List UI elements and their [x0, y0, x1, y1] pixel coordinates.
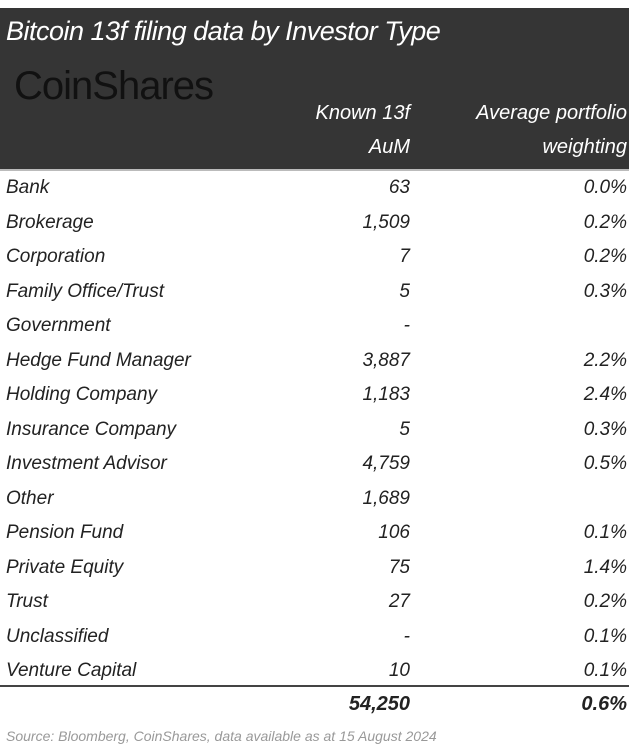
coinshares-logo: CoinShares [14, 64, 214, 108]
chart-title: Bitcoin 13f filing data by Investor Type [6, 16, 441, 46]
row-weighting: 0.0% [583, 177, 627, 198]
row-label: Corporation [6, 246, 106, 267]
row-label: Holding Company [6, 384, 158, 405]
row-weighting: 0.2% [583, 211, 627, 233]
row-weighting: 0.3% [583, 418, 627, 440]
row-label: Family Office/Trust [6, 280, 164, 302]
row-aum: 106 [378, 522, 410, 543]
row-aum: 27 [388, 591, 410, 612]
column-header-weighting: Average portfolio weighting [476, 102, 627, 158]
row-weighting: 2.2% [583, 349, 627, 371]
table-row: Venture Capital 10 0.1% [0, 654, 629, 689]
row-label: Investment Advisor [6, 453, 167, 474]
column-header-aum: Known 13f AuM [315, 102, 410, 158]
source-note: Source: Bloomberg, CoinShares, data avai… [6, 728, 437, 744]
row-weighting: 1.4% [583, 556, 627, 578]
row-label: Venture Capital [6, 660, 137, 681]
row-label: Pension Fund [6, 522, 124, 543]
table-row: Private Equity 75 1.4% [0, 551, 629, 586]
row-aum: 1,689 [362, 487, 410, 509]
row-label: Unclassified [6, 625, 109, 647]
row-aum: 4,759 [362, 453, 410, 474]
row-label: Government [6, 315, 111, 336]
total-weighting: 0.6% [581, 693, 627, 715]
row-label: Hedge Fund Manager [6, 349, 191, 371]
total-aum: 54,250 [348, 693, 410, 715]
table-row: Brokerage 1,509 0.2% [0, 206, 629, 241]
row-weighting: 2.4% [583, 384, 627, 405]
table-row: Unclassified - 0.1% [0, 620, 629, 655]
table-row: Family Office/Trust 5 0.3% [0, 275, 629, 310]
table-row: Trust 27 0.2% [0, 585, 629, 620]
table-row: Pension Fund 106 0.1% [0, 516, 629, 551]
row-aum: 5 [399, 418, 410, 440]
row-aum: 7 [399, 246, 410, 267]
row-aum: - [403, 315, 410, 336]
row-aum: 10 [388, 660, 410, 681]
row-aum: 1,509 [362, 211, 410, 233]
total-row: 54,250 0.6% [0, 687, 629, 721]
table-row: Investment Advisor 4,759 0.5% [0, 447, 629, 482]
row-aum: 1,183 [362, 384, 410, 405]
row-weighting: 0.1% [583, 522, 627, 543]
row-aum: - [403, 625, 410, 647]
row-weighting: 0.2% [583, 246, 627, 267]
table-header: Bitcoin 13f filing data by Investor Type… [0, 8, 629, 169]
table-row: Hedge Fund Manager 3,887 2.2% [0, 344, 629, 379]
row-label: Bank [6, 177, 50, 198]
row-label: Trust [6, 591, 48, 612]
row-label: Private Equity [6, 556, 124, 578]
total-divider [0, 685, 629, 687]
row-weighting: 0.1% [583, 625, 627, 647]
table-row: Holding Company 1,183 2.4% [0, 378, 629, 413]
row-label: Brokerage [6, 211, 94, 233]
row-weighting: 0.1% [583, 660, 627, 681]
row-label: Other [6, 487, 54, 509]
table-row: Government - [0, 309, 629, 344]
row-weighting: 0.2% [583, 591, 627, 612]
row-weighting: 0.3% [583, 280, 627, 302]
table-row: Insurance Company 5 0.3% [0, 413, 629, 448]
row-label: Insurance Company [6, 418, 177, 440]
row-aum: 3,887 [362, 349, 410, 371]
row-aum: 63 [388, 177, 410, 198]
row-weighting: 0.5% [583, 453, 627, 474]
row-aum: 75 [388, 556, 410, 578]
table-row: Bank 63 0.0% [0, 171, 629, 206]
table-row: Other 1,689 [0, 482, 629, 517]
row-aum: 5 [399, 280, 410, 302]
header-divider [0, 169, 629, 171]
table-row: Corporation 7 0.2% [0, 240, 629, 275]
